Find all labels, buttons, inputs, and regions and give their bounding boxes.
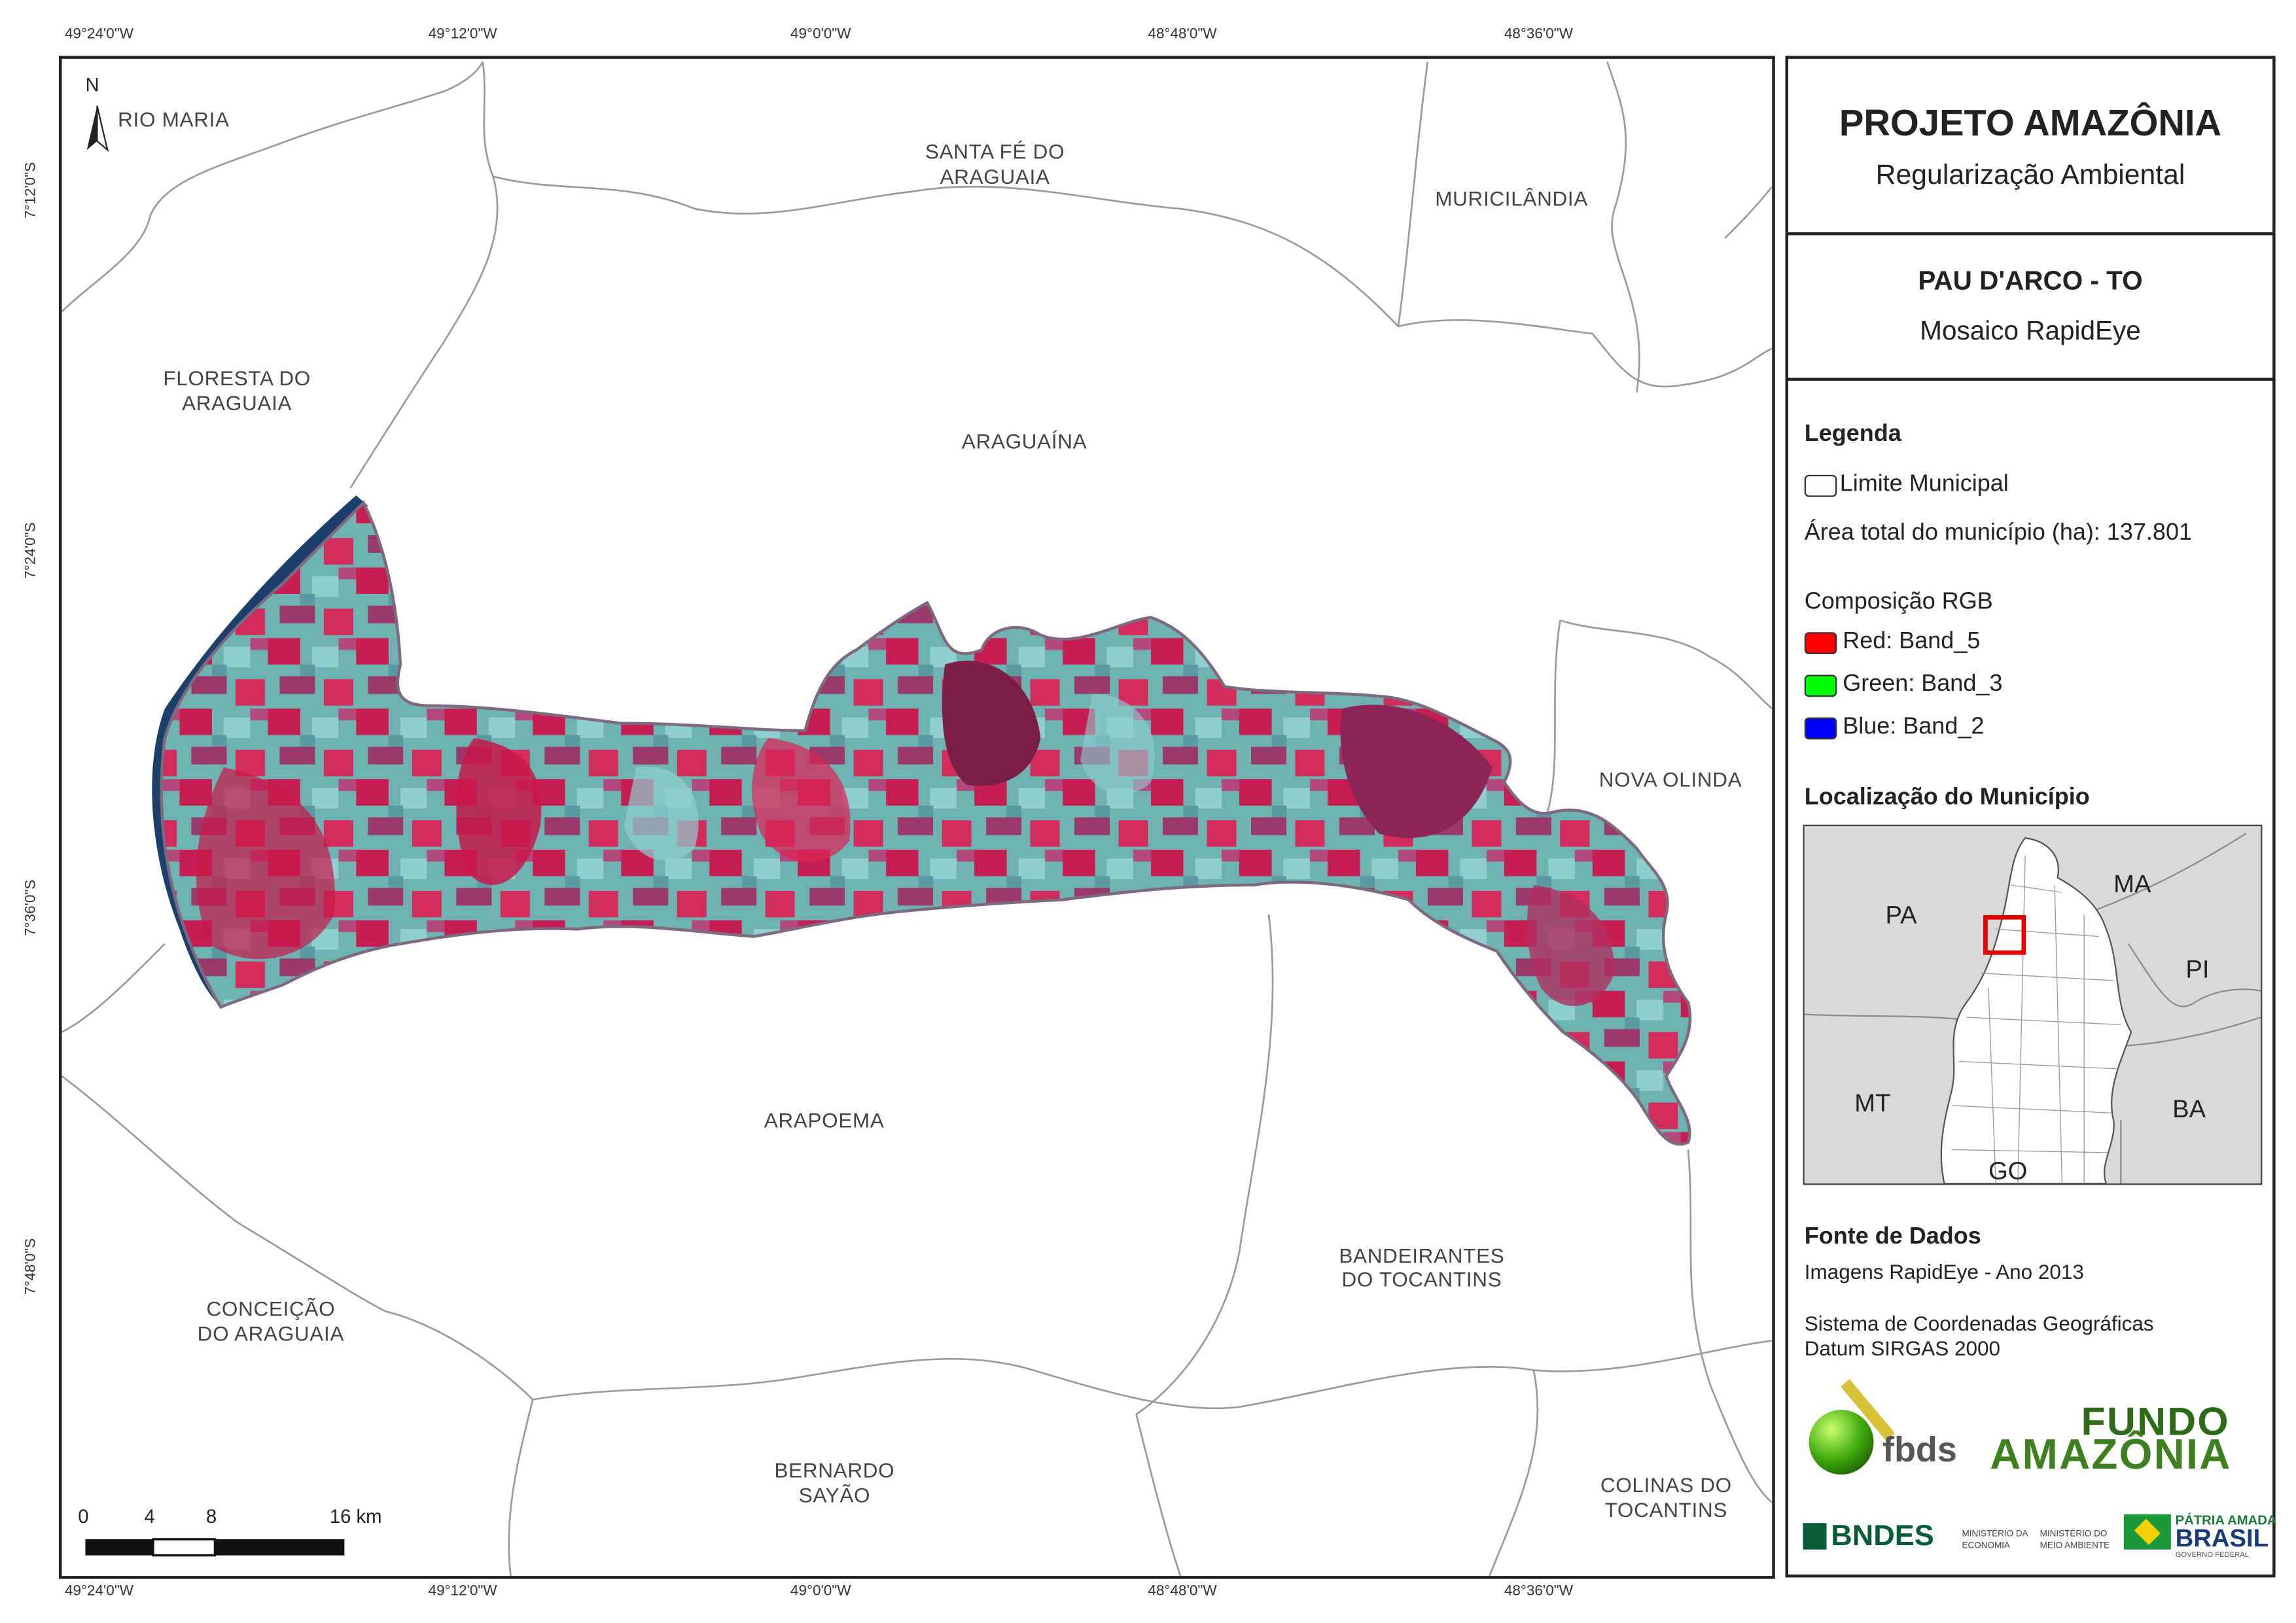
- label-conceicao-line2: DO ARAGUAIA: [197, 1321, 345, 1346]
- study-area-highlight: [1983, 915, 2026, 955]
- map-frame: [58, 56, 1775, 1579]
- lon-label-bottom: 48°36'0"W: [1504, 1583, 1573, 1600]
- dark-patch: [942, 661, 1041, 786]
- amazonia-text: AMAZÔNIA: [1990, 1431, 2232, 1479]
- scale-tick: 16 km: [329, 1505, 382, 1527]
- lon-label-bottom: 49°24'0"W: [64, 1583, 134, 1600]
- bndes-mark-icon: [1803, 1523, 1827, 1550]
- lat-label: 7°12'0"S: [23, 162, 40, 219]
- label-muricilandia: MURICILÂNDIA: [1435, 186, 1589, 211]
- red-band-label: Red: Band_5: [1843, 629, 1981, 655]
- scale-bar: [85, 1538, 345, 1557]
- source-line: Imagens RapidEye - Ano 2013: [1804, 1259, 2084, 1283]
- project-title: PROJETO AMAZÔNIA: [1839, 103, 2222, 145]
- project-subtitle: Regularização Ambiental: [1875, 160, 2185, 192]
- municipal-boundaries: [62, 61, 1773, 1577]
- patria-line3: GOVERNO FEDERAL: [2175, 1550, 2250, 1560]
- inset-label-mt: MT: [1854, 1089, 1891, 1117]
- blue-swatch: [1804, 717, 1837, 740]
- inset-label-pa: PA: [1885, 901, 1917, 930]
- inset-label-ma: MA: [2113, 870, 2151, 899]
- lon-label-bottom: 49°12'0"W: [428, 1583, 497, 1600]
- location-inset-map: PA MA PI MT BA GO: [1803, 824, 2263, 1185]
- limit-label: Limite Municipal: [1839, 472, 2009, 497]
- label-floresta-line1: FLORESTA DO: [163, 366, 311, 390]
- location-title: Localização do Município: [1804, 785, 2090, 811]
- label-bernardo-line2: SAYÃO: [798, 1483, 871, 1507]
- lon-label-top: 49°0'0"W: [790, 26, 851, 43]
- inset-canvas: [1804, 826, 2261, 1184]
- study-area: [160, 500, 1692, 1146]
- place-title: PAU D'ARCO - TO: [1918, 266, 2143, 296]
- label-rio-maria: RIO MARIA: [118, 107, 230, 131]
- north-arrow-icon: [86, 105, 109, 152]
- lon-label-bottom: 48°48'0"W: [1148, 1583, 1217, 1600]
- legend-title: Legenda: [1804, 421, 1901, 447]
- fbds-text: fbds: [1882, 1430, 1957, 1471]
- scale-tick: 0: [78, 1505, 89, 1527]
- datum-line: Datum SIRGAS 2000: [1804, 1336, 2001, 1360]
- inset-label-pi: PI: [2185, 955, 2210, 984]
- label-bandeirantes-line1: BANDEIRANTES: [1339, 1244, 1505, 1268]
- north-label: N: [85, 73, 99, 96]
- mosaic-label: Mosaico RapidEye: [1920, 316, 2141, 346]
- cyan-patch: [624, 766, 699, 861]
- scale-tick: 4: [144, 1505, 155, 1527]
- green-swatch: [1804, 674, 1837, 697]
- title-box: PROJETO AMAZÔNIA Regularização Ambiental: [1785, 56, 2276, 236]
- lon-label-top: 49°12'0"W: [428, 26, 497, 43]
- label-nova-olinda: NOVA OLINDA: [1598, 767, 1742, 792]
- lon-label-bottom: 49°0'0"W: [790, 1583, 851, 1600]
- place-box: PAU D'ARCO - TO Mosaico RapidEye: [1785, 232, 2276, 381]
- green-band-label: Green: Band_3: [1843, 672, 2003, 697]
- river: [152, 495, 368, 1007]
- fbds-logo: fbds: [1806, 1374, 1968, 1477]
- blue-band-label: Blue: Band_2: [1843, 714, 1985, 740]
- inset-label-ba: BA: [2172, 1095, 2206, 1123]
- label-santa-fe-line1: SANTA FÉ DO: [925, 139, 1065, 164]
- sources-title: Fonte de Dados: [1804, 1225, 1981, 1250]
- cyan-patch: [1080, 693, 1155, 795]
- rgb-title: Composição RGB: [1804, 589, 1993, 615]
- lon-label-top: 49°24'0"W: [64, 26, 134, 43]
- lat-label: 7°24'0"S: [23, 522, 40, 579]
- red-patch: [456, 738, 542, 885]
- area-label: Área total do município (ha): 137.801: [1804, 520, 2192, 546]
- bndes-text: BNDES: [1831, 1520, 1934, 1553]
- red-patch: [752, 738, 851, 862]
- dark-patch: [1340, 705, 1492, 838]
- limit-swatch: [1804, 474, 1837, 497]
- label-floresta-line2: ARAGUAIA: [182, 391, 292, 415]
- ministerio-ambiente: MINISTÉRIO DO MEIO AMBIENTE: [2040, 1530, 2110, 1551]
- red-patch: [196, 767, 335, 960]
- lat-label: 7°48'0"S: [23, 1238, 40, 1295]
- label-santa-fe-line2: ARAGUAIA: [940, 164, 1050, 188]
- patria-line2: BRASIL: [2175, 1524, 2269, 1553]
- label-conceicao-line1: CONCEIÇÃO: [206, 1297, 336, 1321]
- label-colinas-line2: TOCANTINS: [1604, 1497, 1728, 1522]
- inset-label-go: GO: [1988, 1157, 2028, 1185]
- fundo-text: FUNDO: [2081, 1399, 2230, 1444]
- patria-line1: PÁTRIA AMADA: [2175, 1512, 2277, 1527]
- label-colinas-line1: COLINAS DO: [1600, 1473, 1732, 1497]
- lon-label-top: 48°48'0"W: [1148, 26, 1217, 43]
- crs-line: Sistema de Coordenadas Geográficas: [1804, 1311, 2154, 1335]
- brasil-flag-icon: [2123, 1514, 2171, 1550]
- scale-tick: 8: [205, 1505, 217, 1527]
- map-canvas: [62, 61, 1773, 1577]
- label-araguaina: ARAGUAÍNA: [961, 429, 1087, 453]
- red-patch: [1527, 884, 1615, 1006]
- lat-label: 7°36'0"S: [23, 879, 40, 936]
- label-bernardo-line1: BERNARDO: [774, 1458, 895, 1482]
- lon-label-top: 48°36'0"W: [1504, 26, 1573, 43]
- red-swatch: [1804, 632, 1837, 655]
- label-bandeirantes-line2: DO TOCANTINS: [1341, 1267, 1502, 1291]
- ministerio-economia: MINISTÉRIO DA ECONOMIA: [1962, 1530, 2028, 1551]
- label-arapoema: ARAPOEMA: [764, 1108, 885, 1132]
